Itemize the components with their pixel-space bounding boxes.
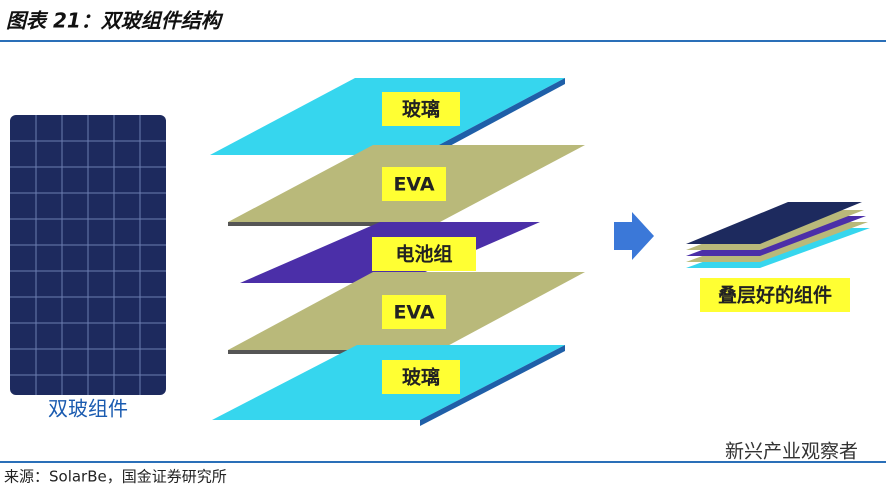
layer-label: EVA (393, 174, 434, 196)
panel-label: 双玻组件 (48, 397, 128, 421)
glass-edge (420, 78, 565, 162)
glass-edge (420, 345, 565, 426)
panel-grid (10, 115, 166, 395)
stack-top (686, 202, 862, 244)
layer-label: 玻璃 (402, 98, 440, 121)
layer-label: 玻璃 (402, 366, 440, 389)
arrow (614, 212, 654, 260)
layer-label: 电池组 (395, 243, 452, 266)
title: 图表 21：双玻组件结构 (6, 9, 224, 33)
watermark: 新兴产业观察者 (725, 441, 858, 463)
result-label: 叠层好的组件 (718, 284, 832, 307)
result-box (700, 278, 850, 312)
source: 来源：SolarBe，国金证券研究所 (4, 468, 227, 486)
layer-labels: 玻璃 EVA 电池组 EVA 玻璃 (372, 92, 476, 394)
layer-label: EVA (393, 302, 434, 324)
